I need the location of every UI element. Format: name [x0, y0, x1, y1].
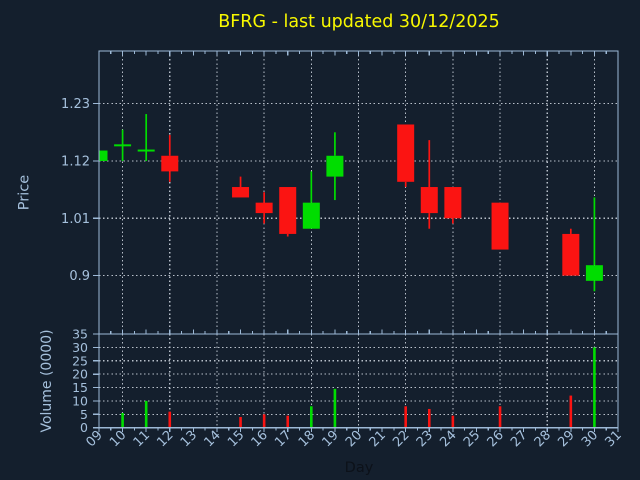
candle-body-day-30	[585, 265, 603, 281]
upper-wick-day-29	[569, 228, 572, 234]
upper-wick-day-23	[428, 140, 431, 188]
x-tick-label: 26	[485, 428, 507, 450]
volume-ytick-label: 25	[72, 353, 88, 368]
price-ytick-label: 1.23	[61, 97, 90, 112]
x-tick-label: 22	[390, 428, 412, 450]
volume-bar-day-11	[144, 400, 148, 428]
x-tick-label: 19	[319, 428, 341, 450]
upper-wick-day-11	[145, 114, 148, 151]
doji-body-day-10	[114, 144, 132, 147]
volume-ytick-label: 15	[72, 380, 88, 395]
volume-bar-day-23	[427, 408, 431, 428]
x-tick-label: 30	[579, 428, 601, 450]
volume-bar-day-24	[451, 415, 455, 428]
volume-bar-day-22	[404, 406, 407, 428]
upper-wick-day-16	[263, 192, 265, 203]
lower-wick-day-22	[404, 181, 407, 188]
volume-bar-day-10	[121, 412, 124, 428]
volume-bar-day-16	[262, 414, 266, 428]
volume-ytick-label: 0	[80, 420, 88, 435]
x-tick-label: 16	[249, 428, 271, 450]
candle-body-day-22	[397, 124, 415, 182]
candle-body-day-17	[279, 187, 297, 234]
candle-body-day-16	[255, 202, 273, 214]
candle-body-day-19	[326, 155, 344, 177]
upper-wick-day-12	[168, 134, 171, 156]
lower-wick-day-11	[145, 150, 148, 161]
candle-body-day-26	[491, 202, 509, 250]
lower-wick-day-19	[334, 176, 336, 201]
lower-wick-day-10	[121, 145, 124, 161]
x-tick-label: 23	[414, 428, 436, 450]
upper-wick-day-18	[310, 171, 313, 203]
volume-bar-day-17	[286, 415, 290, 428]
volume-ytick-label: 10	[72, 393, 88, 408]
candles-group	[99, 114, 603, 292]
x-tick-label: 29	[555, 428, 577, 450]
lower-wick-day-23	[428, 213, 431, 229]
volume-bar-day-12	[168, 411, 172, 428]
x-tick-label: 17	[272, 428, 294, 450]
volume-ytick-label: 35	[72, 327, 88, 342]
upper-wick-day-15	[239, 176, 242, 188]
x-tick-label: 27	[508, 428, 530, 450]
volume-bar-day-26	[498, 406, 502, 428]
upper-wick-day-10	[121, 129, 124, 146]
volume-ytick-label: 20	[72, 367, 88, 382]
x-tick-label: 21	[367, 428, 389, 450]
lower-wick-day-12	[168, 171, 171, 182]
x-tick-label: 20	[343, 428, 365, 450]
volume-panel-border	[98, 333, 619, 429]
x-tick-label: 18	[296, 428, 318, 450]
volume-ytick-label: 30	[72, 340, 88, 355]
x-tick-label: 24	[437, 428, 459, 450]
volume-bar-day-15	[239, 416, 242, 428]
volume-bar-day-19	[333, 388, 337, 428]
lower-wick-day-30	[593, 280, 596, 292]
candle-body-day-15	[232, 187, 250, 198]
x-tick-label: 13	[178, 428, 200, 450]
candle-body-day-12	[161, 155, 179, 172]
x-tick-label: 25	[461, 428, 483, 450]
x-tick-label: 14	[201, 428, 223, 450]
candle-body-day-9	[99, 150, 108, 161]
lower-wick-day-16	[263, 213, 265, 224]
x-tick-label: 11	[131, 428, 153, 450]
lower-wick-day-24	[452, 218, 454, 224]
x-tick-label: 15	[225, 428, 247, 450]
price-ytick-label: 1.12	[61, 154, 90, 169]
volume-bar-day-18	[310, 406, 313, 428]
doji-body-day-11	[137, 149, 155, 152]
volume-bar-day-29	[569, 395, 573, 428]
volume-ytick-label: 5	[80, 407, 88, 422]
x-tick-label: 12	[154, 428, 176, 450]
x-tick-label: 31	[603, 428, 625, 450]
volume-bar-day-30	[593, 347, 596, 428]
price-ytick-label: 0.9	[69, 269, 90, 284]
upper-wick-day-19	[334, 132, 336, 156]
lower-wick-day-17	[286, 233, 289, 237]
candle-body-day-29	[562, 233, 580, 276]
x-tick-label: 10	[107, 428, 129, 450]
x-tick-label: 28	[532, 428, 554, 450]
candle-body-day-23	[420, 187, 438, 214]
candle-body-day-24	[444, 187, 462, 219]
price-ytick-label: 1.01	[61, 212, 90, 227]
upper-wick-day-30	[593, 197, 596, 266]
candle-body-day-18	[302, 202, 320, 229]
